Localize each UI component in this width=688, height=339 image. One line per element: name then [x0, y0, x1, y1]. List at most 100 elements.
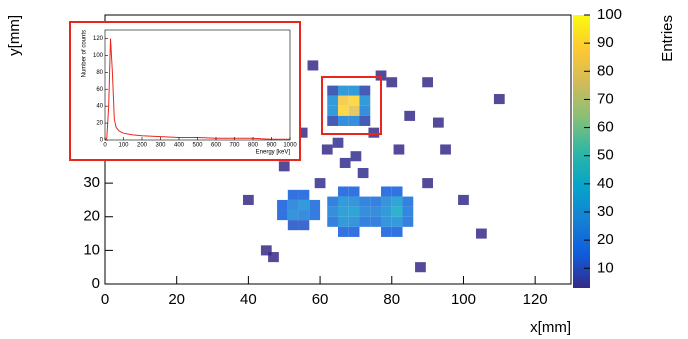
x-tick-label: 40 [240, 291, 257, 308]
cell [338, 227, 349, 237]
cell [333, 138, 344, 148]
cell [403, 207, 414, 217]
cell [381, 227, 392, 237]
cell [476, 229, 487, 239]
cell [327, 217, 338, 227]
cell [268, 252, 279, 262]
cell [299, 220, 310, 230]
z-tick-label: 60 [597, 119, 614, 136]
x-tick-label: 60 [312, 291, 329, 308]
cell [338, 186, 349, 196]
cell [349, 217, 360, 227]
cell [327, 116, 338, 126]
cell [381, 186, 392, 196]
z-tick-label: 10 [597, 259, 614, 276]
color-bar [573, 15, 590, 288]
z-tick-label: 100 [597, 6, 622, 23]
x-tick-label: 600 [211, 143, 222, 149]
cell [277, 200, 288, 210]
cell [243, 195, 254, 205]
cell [338, 116, 349, 126]
cell [338, 86, 349, 96]
y-axis-label: y[mm] [6, 15, 23, 56]
cell [360, 96, 371, 106]
x-tick-label: 1000 [283, 143, 297, 149]
x-tick-label: 0 [101, 291, 109, 308]
x-axis-label: Energy [keV] [256, 150, 291, 156]
cell [309, 200, 320, 210]
cell [392, 207, 403, 217]
cell [327, 197, 338, 207]
x-tick-label: 800 [248, 143, 259, 149]
cell [349, 116, 360, 126]
x-tick-label: 100 [118, 143, 129, 149]
cell [415, 262, 426, 272]
cell [360, 116, 371, 126]
y-tick-label: 20 [83, 208, 100, 225]
cell [386, 77, 397, 87]
x-tick-label: 120 [523, 291, 548, 308]
cell [349, 197, 360, 207]
y-tick-label: 100 [93, 53, 104, 59]
cell [404, 111, 415, 121]
cell [381, 197, 392, 207]
cell [392, 197, 403, 207]
y-tick-label: 80 [96, 70, 103, 76]
z-tick-label: 40 [597, 175, 614, 192]
cell [392, 186, 403, 196]
z-tick-label: 50 [597, 147, 614, 164]
x-tick-label: 20 [168, 291, 185, 308]
cell [327, 207, 338, 217]
chart: 0 20 40 60 80 100 120 0 10 20 30 40 50 60 70 x[mm] y[mm]… [0, 0, 688, 339]
cell [288, 200, 299, 210]
z-tick-label: 80 [597, 62, 614, 79]
cell [349, 186, 360, 196]
cell [370, 217, 381, 227]
x-tick-label: 700 [229, 143, 240, 149]
cell [349, 96, 360, 106]
cell [370, 207, 381, 217]
y-tick-label: 30 [83, 174, 100, 191]
x-axis-label: x[mm] [530, 319, 571, 336]
cell [358, 168, 369, 178]
x-tick-label: 500 [192, 143, 203, 149]
cell [315, 178, 326, 188]
cell [349, 207, 360, 217]
cell [338, 197, 349, 207]
cell [308, 60, 319, 70]
cell [433, 118, 444, 128]
cell [299, 190, 310, 200]
cell [381, 217, 392, 227]
cell [338, 217, 349, 227]
cell [288, 190, 299, 200]
cell [394, 144, 405, 154]
x-tick-label: 80 [383, 291, 400, 308]
x-tick-label: 400 [174, 143, 185, 149]
cell [422, 77, 433, 87]
y-tick-label: 10 [83, 241, 100, 258]
cell [349, 227, 360, 237]
cell [279, 161, 290, 171]
cell [322, 144, 333, 154]
cell [277, 210, 288, 220]
z-tick-label: 70 [597, 90, 614, 107]
y-tick-label: 120 [93, 36, 104, 42]
cell [360, 197, 371, 207]
cell [338, 96, 349, 106]
y-tick-label: 40 [96, 104, 103, 110]
x-tick-label: 300 [155, 143, 166, 149]
cell [392, 227, 403, 237]
cell [392, 217, 403, 227]
z-axis-label: Entries [659, 15, 676, 62]
cell [327, 86, 338, 96]
y-tick-label: 60 [96, 87, 103, 93]
cell [370, 197, 381, 207]
x-tick-label: 900 [266, 143, 277, 149]
cell [299, 210, 310, 220]
cell [338, 106, 349, 116]
y-tick-label: 0 [92, 275, 100, 292]
cell [349, 86, 360, 96]
cell [360, 207, 371, 217]
y-axis-label: Number of counts [82, 30, 88, 77]
